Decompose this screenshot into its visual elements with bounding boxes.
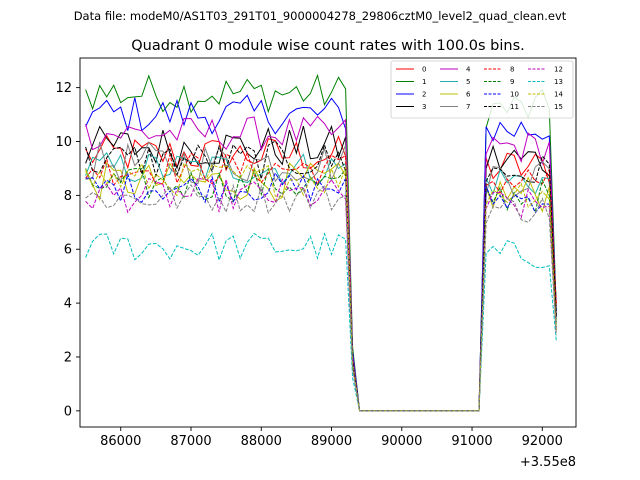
x-tick-label: 88000	[241, 434, 282, 449]
x-tick-label: 87000	[170, 434, 211, 449]
legend-box	[390, 60, 574, 119]
legend-label-2: 2	[422, 91, 426, 99]
plot-area	[85, 73, 557, 412]
series-line-15	[85, 183, 557, 412]
legend-label-4: 4	[466, 66, 471, 74]
legend-label-11: 11	[510, 103, 519, 111]
series-line-13	[85, 232, 557, 412]
y-tick-label: 0	[64, 404, 72, 419]
legend-label-9: 9	[510, 78, 514, 86]
legend-label-13: 13	[554, 78, 563, 86]
y-tick-label: 8	[64, 189, 72, 204]
legend-label-10: 10	[510, 91, 519, 99]
x-offset-label: +3.55e8	[520, 455, 576, 470]
y-tick-label: 4	[64, 297, 72, 312]
y-tick-label: 10	[55, 135, 72, 150]
y-tick-label: 12	[55, 81, 72, 96]
x-tick-label: 91000	[451, 434, 492, 449]
series-line-12	[85, 177, 557, 412]
legend-label-5: 5	[466, 78, 470, 86]
legend-label-8: 8	[510, 66, 514, 74]
legend-label-14: 14	[554, 91, 563, 99]
legend-label-0: 0	[422, 66, 426, 74]
series-line-14	[85, 161, 557, 412]
axes: 86000 87000 88000 89000 90000 91000 92000 0 2 4 6 8…	[55, 57, 577, 449]
legend-label-7: 7	[466, 103, 470, 111]
series-line-9	[85, 167, 557, 412]
y-tick-label: 2	[64, 350, 72, 365]
chart-suptitle: Data file: modeM0/AS1T03_291T01_90000042…	[74, 9, 567, 23]
legend-label-15: 15	[554, 103, 563, 111]
y-tick-label: 6	[64, 243, 72, 258]
axes-frame	[79, 57, 577, 428]
x-tick-label: 92000	[522, 434, 563, 449]
chart-title: Quadrant 0 module wise count rates with …	[131, 38, 525, 54]
legend-label-3: 3	[422, 103, 426, 111]
legend-label-1: 1	[422, 78, 426, 86]
series-line-10	[85, 171, 557, 412]
x-tick-label: 90000	[381, 434, 422, 449]
x-tick-label: 86000	[100, 434, 141, 449]
legend-label-12: 12	[554, 66, 563, 74]
legend-label-6: 6	[466, 91, 471, 99]
x-tick-label: 89000	[311, 434, 352, 449]
